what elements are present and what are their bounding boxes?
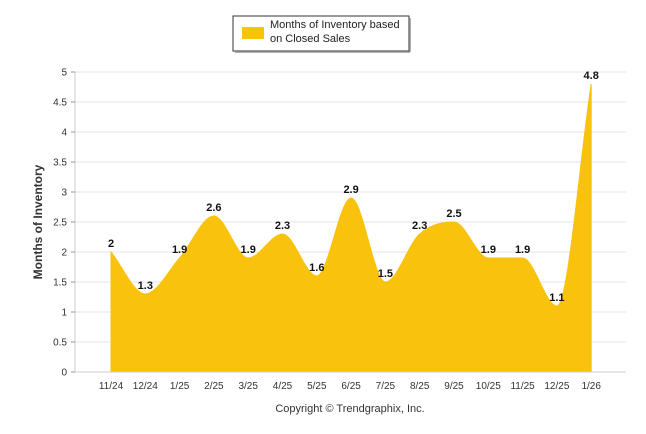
legend-label-line-2: on Closed Sales bbox=[270, 33, 351, 45]
y-axis-ticks: 0 0.5 1 1.5 2 2.5 3 3.5 4 4.5 5 bbox=[53, 68, 75, 379]
x-tick-label: 1/25 bbox=[170, 381, 190, 392]
x-tick-label: 11/25 bbox=[510, 381, 535, 392]
y-tick-label: 1 bbox=[61, 308, 67, 319]
legend-swatch bbox=[242, 27, 264, 39]
y-tick-label: 0 bbox=[61, 368, 67, 379]
y-tick-label: 4.5 bbox=[53, 98, 67, 109]
y-tick-label: 2.5 bbox=[53, 218, 67, 229]
copyright-text: Copyright © Trendgraphix, Inc. bbox=[275, 403, 424, 415]
x-tick-label: 2/25 bbox=[204, 381, 224, 392]
x-tick-label: 9/25 bbox=[444, 381, 464, 392]
legend-label-line-1: Months of Inventory based bbox=[270, 19, 400, 31]
y-axis-title: Months of Inventory bbox=[31, 164, 45, 279]
y-tick-label: 3 bbox=[61, 188, 67, 199]
y-tick-label: 2 bbox=[61, 248, 67, 259]
data-label: 4.8 bbox=[584, 70, 599, 82]
data-label: 1.9 bbox=[515, 244, 530, 256]
y-tick-label: 1.5 bbox=[53, 278, 67, 289]
data-label: 2 bbox=[108, 238, 114, 250]
series-area bbox=[110, 83, 592, 373]
data-label: 1.9 bbox=[241, 244, 256, 256]
x-tick-label: 3/25 bbox=[238, 381, 258, 392]
data-label: 1.9 bbox=[481, 244, 496, 256]
legend: Months of Inventory based on Closed Sale… bbox=[232, 15, 411, 53]
data-label: 2.9 bbox=[343, 184, 358, 196]
data-label: 2.3 bbox=[275, 220, 290, 232]
data-label: 2.5 bbox=[446, 208, 461, 220]
x-tick-label: 5/25 bbox=[307, 381, 327, 392]
x-tick-label: 6/25 bbox=[341, 381, 361, 392]
data-label: 1.3 bbox=[138, 280, 153, 292]
x-tick-label: 12/24 bbox=[133, 381, 158, 392]
x-axis-ticks: 11/24 12/24 1/25 2/25 3/25 4/25 5/25 6/25 7/25 8/… bbox=[99, 381, 602, 392]
x-tick-label: 12/25 bbox=[544, 381, 569, 392]
data-label: 1.9 bbox=[172, 244, 187, 256]
y-tick-label: 4 bbox=[61, 128, 67, 139]
x-tick-label: 7/25 bbox=[376, 381, 396, 392]
data-label: 1.1 bbox=[549, 292, 564, 304]
data-label: 2.3 bbox=[412, 220, 427, 232]
data-labels: 2 1.3 1.9 2.6 1.9 2.3 1.6 2.9 1.5 2.3 2.5 1.9 1.9 1.1… bbox=[108, 70, 599, 304]
x-tick-label: 1/26 bbox=[581, 381, 601, 392]
y-tick-label: 5 bbox=[61, 68, 67, 79]
x-tick-label: 8/25 bbox=[410, 381, 430, 392]
y-tick-label: 3.5 bbox=[53, 158, 67, 169]
y-tick-label: 0.5 bbox=[53, 338, 67, 349]
x-tick-label: 4/25 bbox=[273, 381, 293, 392]
data-label: 1.5 bbox=[378, 268, 393, 280]
x-tick-label: 10/25 bbox=[476, 381, 501, 392]
data-label: 1.6 bbox=[309, 262, 324, 274]
x-tick-label: 11/24 bbox=[99, 381, 124, 392]
data-label: 2.6 bbox=[206, 202, 221, 214]
